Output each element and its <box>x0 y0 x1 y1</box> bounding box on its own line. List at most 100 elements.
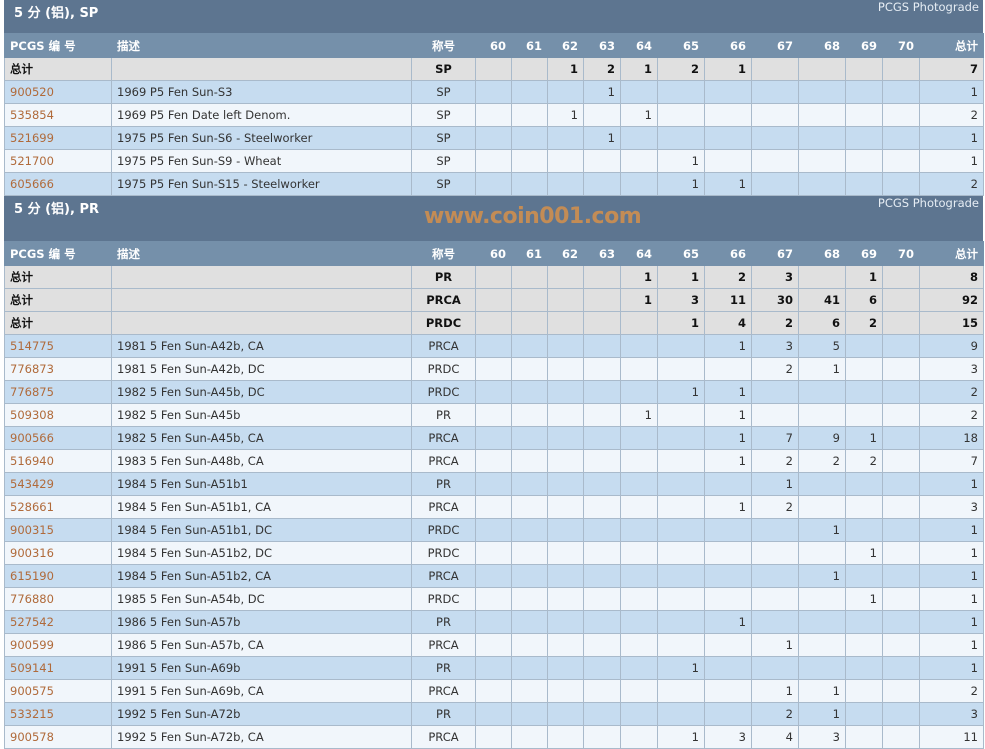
grade-count: 1 <box>751 679 799 703</box>
col-designation[interactable]: 称号 <box>411 241 476 266</box>
pcgs-number-link[interactable]: 776873 <box>10 362 54 376</box>
grade-count <box>620 656 658 680</box>
table-row: 605666 1975 P5 Fen Sun-S15 - Steelworker S… <box>4 172 984 196</box>
col-grade[interactable]: 61 <box>511 33 548 58</box>
grade-count <box>657 495 705 519</box>
pcgs-number-link[interactable]: 516940 <box>10 454 54 468</box>
grade-count <box>751 57 799 81</box>
pcgs-number-link[interactable]: 900316 <box>10 546 54 560</box>
pcgs-number-link[interactable]: 900575 <box>10 684 54 698</box>
col-grade[interactable]: 70 <box>882 33 920 58</box>
pcgs-number-link[interactable]: 605666 <box>10 177 54 191</box>
row-total: 92 <box>919 288 984 312</box>
pcgs-number-link[interactable]: 533215 <box>10 707 54 721</box>
pcgs-number-link[interactable]: 543429 <box>10 477 54 491</box>
description: 1975 P5 Fen Sun-S9 - Wheat <box>111 149 412 173</box>
population-report: 5 分 (铝), SP PCGS Photograde PCGS 编 号描述 称号 60… <box>4 0 984 749</box>
grade-count <box>882 149 920 173</box>
row-total: 1 <box>919 126 984 150</box>
grade-count <box>704 679 752 703</box>
grade-count <box>583 426 621 450</box>
pcgs-number-cell: 900566 <box>4 426 112 450</box>
pcgs-number-link[interactable]: 521700 <box>10 154 54 168</box>
grade-count <box>511 725 548 749</box>
grade-count <box>547 172 584 196</box>
col-grade[interactable]: 62 <box>547 33 584 58</box>
grade-count <box>583 587 621 611</box>
pcgs-number-cell: 516940 <box>4 449 112 473</box>
col-grade[interactable]: 60 <box>475 33 512 58</box>
pcgs-number-link[interactable]: 900566 <box>10 431 54 445</box>
col-grade[interactable]: 63 <box>583 241 621 266</box>
grade-count <box>657 426 705 450</box>
photograde-link[interactable]: PCGS Photograde <box>877 196 979 210</box>
grade-count <box>882 172 920 196</box>
col-grade[interactable]: 68 <box>798 33 846 58</box>
col-grade[interactable]: 63 <box>583 33 621 58</box>
grade-count: 1 <box>751 633 799 657</box>
section-header: 5 分 (铝), SP PCGS Photograde <box>4 0 983 33</box>
col-grade[interactable]: 64 <box>620 33 658 58</box>
grade-count <box>620 541 658 565</box>
pcgs-number-link[interactable]: 528661 <box>10 500 54 514</box>
col-total[interactable]: 总计 <box>919 33 984 58</box>
col-grade[interactable]: 70 <box>882 241 920 266</box>
col-grade[interactable]: 60 <box>475 241 512 266</box>
grade-count <box>511 610 548 634</box>
grade-count <box>751 541 799 565</box>
col-grade[interactable]: 66 <box>704 33 752 58</box>
table-row: 535854 1969 P5 Fen Date left Denom. SP 1 1 2 <box>4 103 984 127</box>
pcgs-number-link[interactable]: 527542 <box>10 615 54 629</box>
col-pcgs[interactable]: PCGS 编 号 <box>4 33 112 58</box>
col-grade[interactable]: 67 <box>751 241 799 266</box>
col-grade[interactable]: 61 <box>511 241 548 266</box>
pcgs-number-link[interactable]: 776875 <box>10 385 54 399</box>
grade-count <box>620 610 658 634</box>
grade-count <box>882 564 920 588</box>
pcgs-number-link[interactable]: 615190 <box>10 569 54 583</box>
grade-count <box>657 357 705 381</box>
col-total[interactable]: 总计 <box>919 241 984 266</box>
pcgs-number-link[interactable]: 900315 <box>10 523 54 537</box>
grade-count <box>845 80 883 104</box>
pcgs-number-link[interactable]: 521699 <box>10 131 54 145</box>
grade-count <box>547 426 584 450</box>
pcgs-number-link[interactable]: 776880 <box>10 592 54 606</box>
grade-count <box>583 311 621 335</box>
pcgs-number-link[interactable]: 535854 <box>10 108 54 122</box>
table-row: 900578 1992 5 Fen Sun-A72b, CA PRCA 1 3 4 3 11 <box>4 725 984 749</box>
grade-count <box>845 57 883 81</box>
pcgs-number-link[interactable]: 900520 <box>10 85 54 99</box>
grade-count <box>751 518 799 542</box>
row-total: 2 <box>919 403 984 427</box>
pcgs-number-link[interactable]: 514775 <box>10 339 54 353</box>
pcgs-number-link[interactable]: 900599 <box>10 638 54 652</box>
grade-count <box>620 472 658 496</box>
grade-count <box>475 126 512 150</box>
grade-count: 1 <box>798 679 846 703</box>
col-grade[interactable]: 69 <box>845 33 883 58</box>
pcgs-number-link[interactable]: 509308 <box>10 408 54 422</box>
col-grade[interactable]: 64 <box>620 241 658 266</box>
col-grade[interactable]: 68 <box>798 241 846 266</box>
grade-count <box>882 587 920 611</box>
col-pcgs[interactable]: PCGS 编 号 <box>4 241 112 266</box>
pcgs-number-link[interactable]: 509141 <box>10 661 54 675</box>
col-grade[interactable]: 62 <box>547 241 584 266</box>
table-row: 527542 1986 5 Fen Sun-A57b PR 1 1 <box>4 610 984 634</box>
grade-count <box>798 495 846 519</box>
col-grade[interactable]: 69 <box>845 241 883 266</box>
grade-count <box>882 357 920 381</box>
col-designation[interactable]: 称号 <box>411 33 476 58</box>
col-grade[interactable]: 65 <box>657 241 705 266</box>
grade-count <box>704 149 752 173</box>
grade-count <box>845 610 883 634</box>
col-desc[interactable]: 描述 <box>111 33 412 58</box>
col-desc[interactable]: 描述 <box>111 241 412 266</box>
photograde-link[interactable]: PCGS Photograde <box>877 0 979 14</box>
col-grade[interactable]: 65 <box>657 33 705 58</box>
col-grade[interactable]: 67 <box>751 33 799 58</box>
col-grade[interactable]: 66 <box>704 241 752 266</box>
pcgs-number-link[interactable]: 900578 <box>10 730 54 744</box>
grade-count <box>511 518 548 542</box>
